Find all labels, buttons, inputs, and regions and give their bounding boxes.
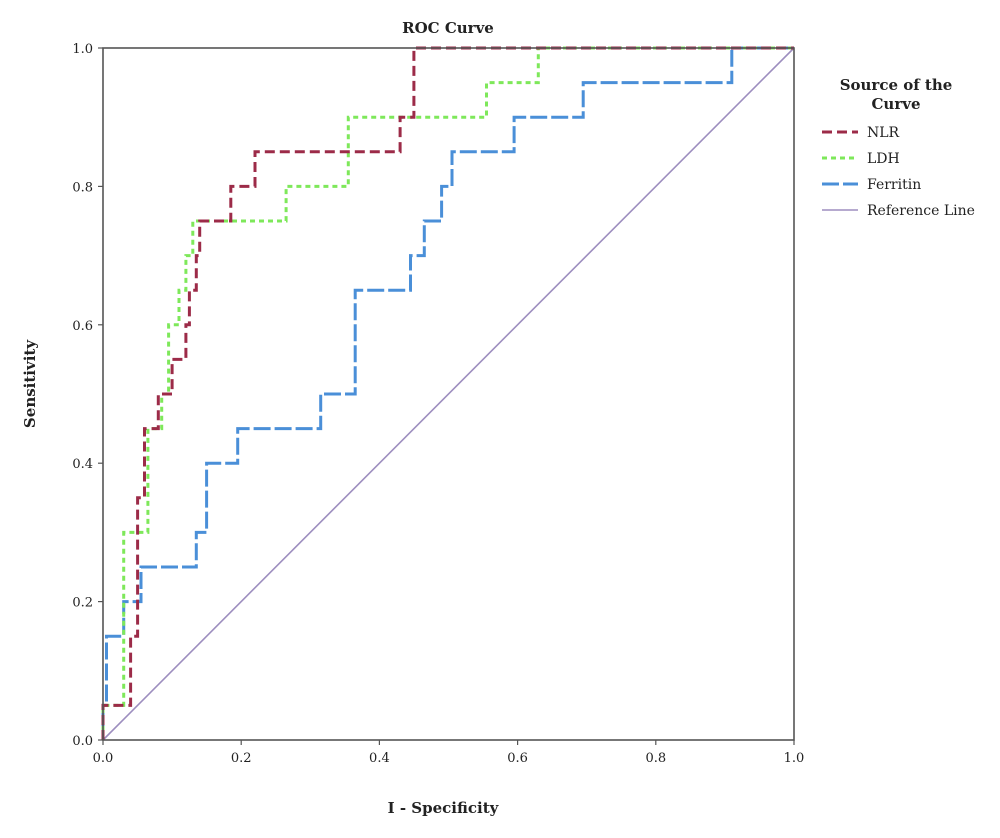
- legend-title: Source of the Curve: [840, 76, 953, 113]
- plot-frame: [102, 47, 795, 741]
- y-tick-label: 1.0: [72, 42, 93, 57]
- plot-area: [101, 46, 795, 741]
- y-tick-label: 0.6: [72, 319, 93, 334]
- legend-label: Reference Line: [867, 203, 975, 219]
- legend-label: LDH: [867, 151, 900, 167]
- x-axis: 0.0 0.2 0.4 0.6 0.8 1.0: [93, 740, 805, 766]
- legend-label: Ferritin: [867, 177, 921, 193]
- x-axis-label: I - Specificity: [388, 799, 500, 817]
- x-tick-label: 0.0: [93, 751, 114, 766]
- legend-label: NLR: [867, 125, 900, 141]
- x-tick-label: 0.8: [645, 751, 666, 766]
- chart-title: ROC Curve: [402, 19, 494, 37]
- y-tick-label: 0.2: [72, 596, 93, 611]
- series-line-reference-line: [102, 47, 795, 741]
- x-tick-label: 0.4: [369, 751, 390, 766]
- series-line-nlr: [101, 46, 794, 740]
- y-axis-label: Sensitivity: [21, 339, 39, 428]
- series-line-ldh: [101, 46, 794, 740]
- legend: Source of the Curve NLR LDH Ferritin Referenc…: [822, 76, 975, 219]
- x-tick-label: 1.0: [784, 751, 805, 766]
- y-axis: 0.0 0.2 0.4 0.6 0.8 1.0: [72, 42, 103, 749]
- x-tick-label: 0.6: [507, 751, 528, 766]
- y-tick-label: 0.8: [72, 180, 93, 195]
- series-line-ferritin: [101, 46, 794, 740]
- x-tick-label: 0.2: [231, 751, 252, 766]
- y-tick-label: 0.0: [72, 734, 93, 749]
- y-tick-label: 0.4: [72, 457, 93, 472]
